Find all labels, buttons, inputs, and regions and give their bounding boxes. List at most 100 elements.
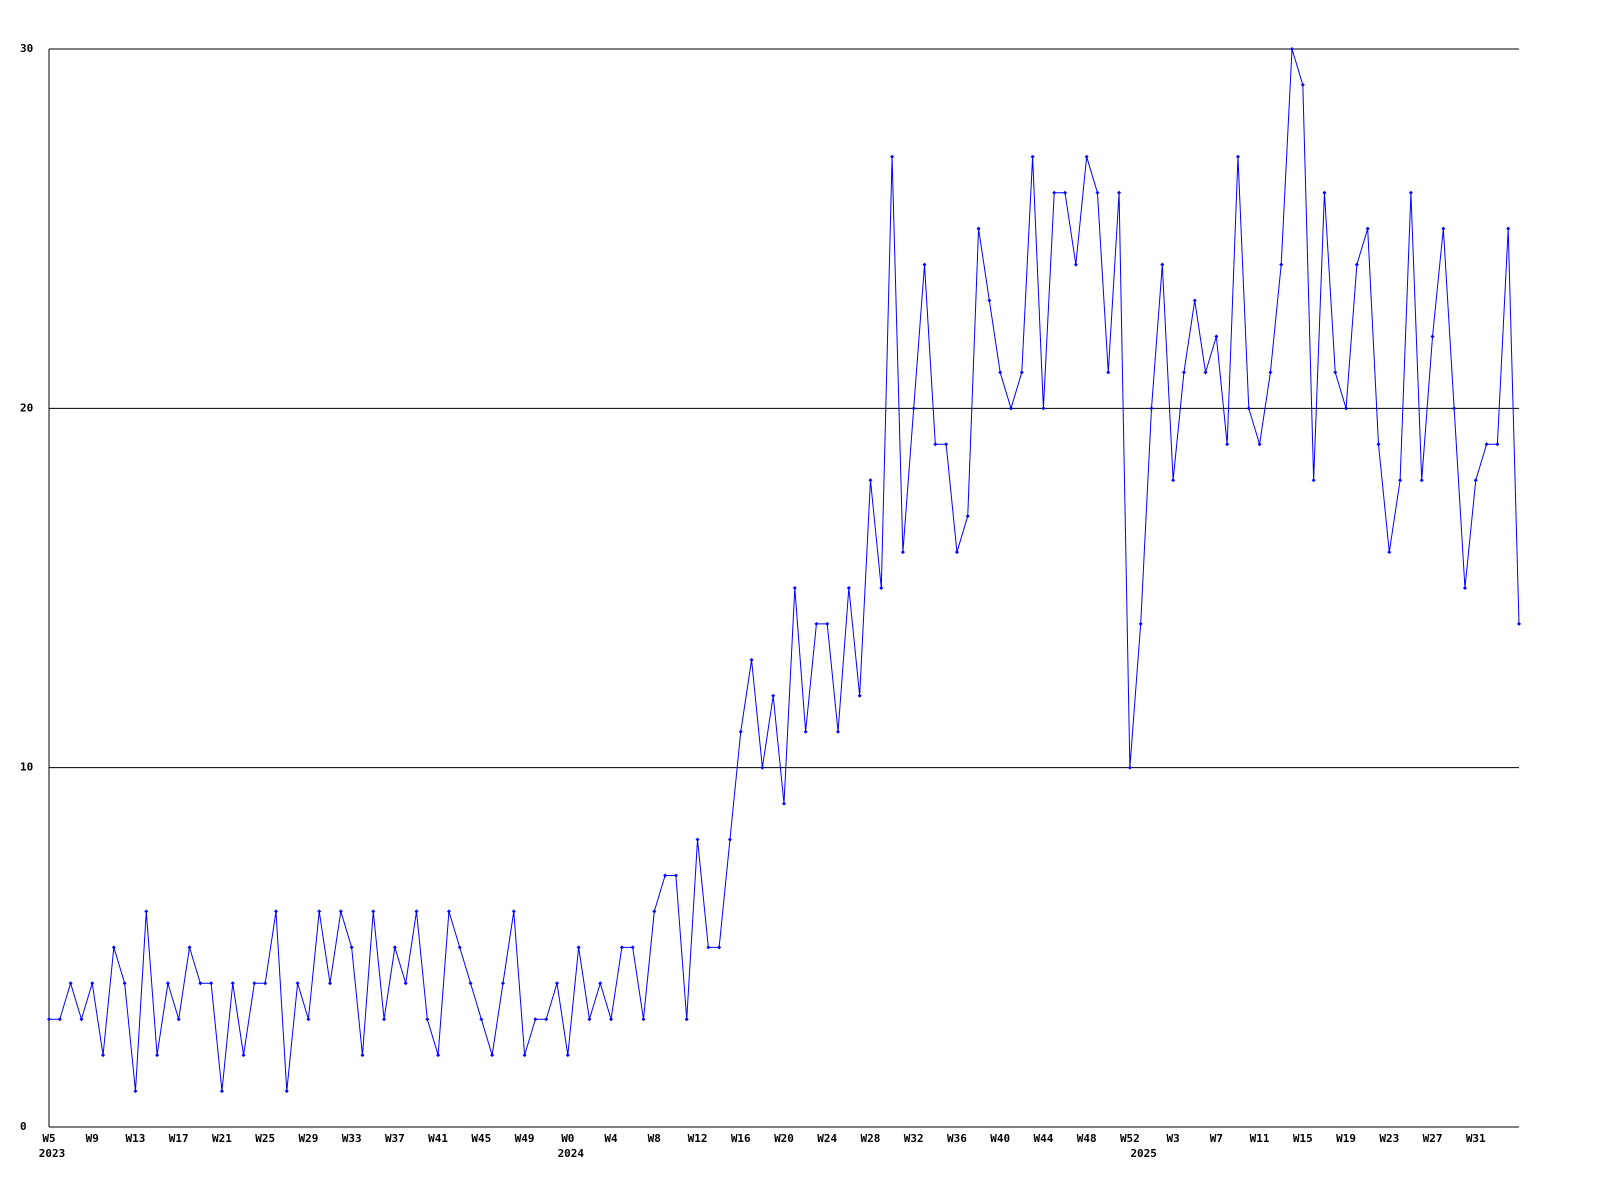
x-tick-label: W32	[904, 1132, 924, 1145]
point-marker	[738, 729, 743, 734]
point-marker	[1398, 478, 1403, 483]
point-marker	[209, 981, 214, 986]
x-tick-label: W52	[1120, 1132, 1140, 1145]
point-marker	[1473, 478, 1478, 483]
x-tick-label: W24	[817, 1132, 837, 1145]
point-marker	[1117, 190, 1122, 195]
point-marker	[479, 1017, 484, 1022]
point-marker	[317, 909, 322, 914]
x-tick-label: W37	[385, 1132, 405, 1145]
point-marker	[1376, 442, 1381, 447]
x-tick-label: W12	[688, 1132, 708, 1145]
x-tick-label: W9	[86, 1132, 99, 1145]
point-marker	[1246, 406, 1251, 411]
x-tick-label: W33	[342, 1132, 362, 1145]
point-marker	[879, 586, 884, 590]
point-marker	[338, 909, 343, 914]
point-marker	[371, 909, 376, 914]
y-tick-label: 30	[20, 42, 33, 55]
point-marker	[79, 1017, 84, 1022]
point-marker	[1008, 406, 1013, 411]
point-marker	[954, 550, 959, 555]
x-tick-label: W49	[515, 1132, 535, 1145]
point-marker	[727, 837, 732, 842]
x-tick-label: W20	[774, 1132, 794, 1145]
x-tick-label: W8	[648, 1132, 661, 1145]
point-marker	[90, 981, 95, 986]
point-marker	[792, 586, 797, 590]
point-marker	[155, 1053, 160, 1058]
point-marker	[187, 945, 192, 950]
point-marker	[673, 873, 678, 878]
point-marker	[760, 765, 765, 770]
point-marker	[652, 909, 657, 914]
point-marker	[1333, 370, 1338, 375]
point-marker	[1311, 478, 1316, 483]
point-marker	[1095, 190, 1100, 195]
x-tick-label: W19	[1336, 1132, 1356, 1145]
point-marker	[965, 514, 970, 519]
x-tick-label: W21	[212, 1132, 232, 1145]
x-tick-label: W17	[169, 1132, 189, 1145]
point-marker	[576, 945, 581, 950]
y-tick-label: 20	[20, 401, 33, 414]
point-marker	[706, 945, 711, 950]
point-marker	[814, 621, 819, 626]
point-marker	[1484, 442, 1489, 447]
point-marker	[1214, 334, 1219, 339]
point-marker	[1127, 765, 1132, 770]
point-marker	[533, 1017, 538, 1022]
point-marker	[1171, 478, 1176, 483]
point-marker	[641, 1017, 646, 1022]
point-marker	[144, 909, 149, 914]
point-marker	[360, 1053, 365, 1058]
point-marker	[165, 981, 170, 986]
x-tick-label: W31	[1466, 1132, 1486, 1145]
x-tick-label: W3	[1166, 1132, 1179, 1145]
point-marker	[1235, 154, 1240, 159]
point-marker	[911, 406, 916, 411]
point-marker	[695, 837, 700, 842]
point-marker	[998, 370, 1003, 375]
point-marker	[273, 909, 278, 914]
x-tick-label: W48	[1077, 1132, 1097, 1145]
point-marker	[511, 909, 516, 914]
point-marker	[1506, 226, 1511, 231]
point-marker	[890, 154, 895, 159]
point-marker	[490, 1053, 495, 1058]
point-marker	[1063, 190, 1068, 195]
point-marker	[900, 550, 905, 555]
point-marker	[1160, 262, 1165, 267]
point-marker	[436, 1053, 441, 1058]
point-marker	[1052, 190, 1057, 195]
x-tick-label: W15	[1293, 1132, 1313, 1145]
x-tick-label: W0	[561, 1132, 574, 1145]
point-marker	[587, 1017, 592, 1022]
x-tick-label: W41	[428, 1132, 448, 1145]
x-tick-label: W36	[947, 1132, 967, 1145]
point-marker	[522, 1053, 527, 1058]
point-marker	[922, 262, 927, 267]
point-marker	[782, 801, 786, 806]
point-marker	[392, 945, 397, 950]
point-marker	[198, 981, 203, 986]
point-marker	[1408, 190, 1413, 195]
point-marker	[1149, 406, 1154, 411]
point-marker	[1138, 621, 1143, 626]
point-marker	[252, 981, 257, 986]
point-marker	[468, 981, 473, 986]
point-marker	[176, 1017, 181, 1022]
point-marker	[1430, 334, 1435, 339]
point-marker	[1268, 370, 1273, 375]
x-tick-label: W40	[990, 1132, 1010, 1145]
x-tick-label: W7	[1210, 1132, 1223, 1145]
point-marker	[1181, 370, 1186, 375]
x-year-label: 2023	[39, 1147, 66, 1160]
point-marker	[263, 981, 268, 986]
point-marker	[1441, 226, 1446, 231]
point-marker	[1517, 621, 1521, 626]
point-marker	[457, 945, 462, 950]
x-tick-label: W28	[861, 1132, 881, 1145]
point-marker	[609, 1017, 614, 1022]
